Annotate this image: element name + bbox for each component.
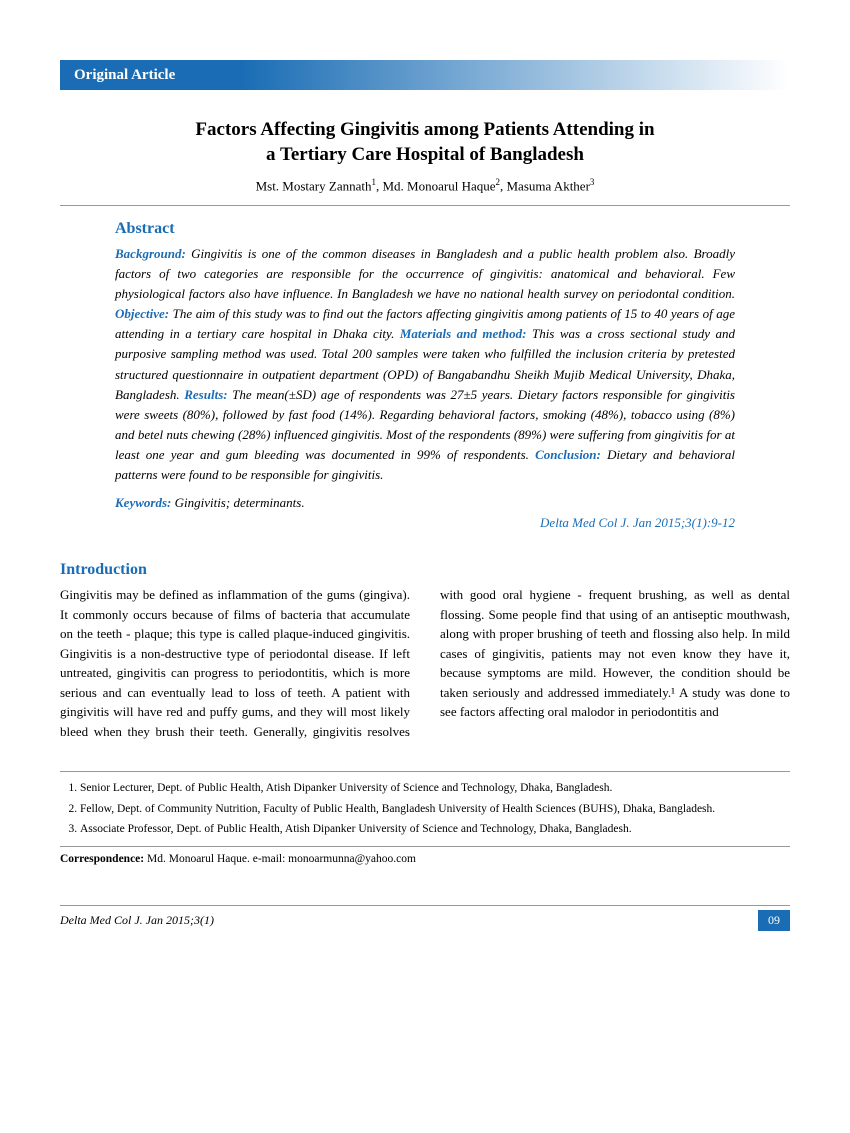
title-block: Factors Affecting Gingivitis among Patie…	[60, 118, 790, 206]
keywords-text: Gingivitis; determinants.	[171, 495, 304, 510]
title-line-2: a Tertiary Care Hospital of Bangladesh	[266, 144, 584, 165]
affiliation-item: Associate Professor, Dept. of Public Hea…	[80, 821, 790, 838]
correspondence-label: Correspondence:	[60, 853, 144, 865]
affiliation-item: Fellow, Dept. of Community Nutrition, Fa…	[80, 801, 790, 818]
introduction-heading: Introduction	[60, 561, 790, 579]
keywords-line: Keywords: Gingivitis; determinants.	[115, 495, 735, 511]
correspondence-line: Correspondence: Md. Monoarul Haque. e-ma…	[60, 846, 790, 865]
affiliations-list: Senior Lecturer, Dept. of Public Health,…	[60, 780, 790, 838]
abstract-heading: Abstract	[115, 220, 735, 238]
abstract-body: Background: Gingivitis is one of the com…	[115, 244, 735, 486]
introduction-body: Gingivitis may be defined as inflammatio…	[60, 585, 790, 741]
affiliation-item: Senior Lecturer, Dept. of Public Health,…	[80, 780, 790, 797]
background-text: Gingivitis is one of the common diseases…	[115, 246, 735, 301]
materials-label: Materials and method:	[400, 326, 527, 341]
page: Original Article Factors Affecting Gingi…	[0, 0, 850, 1133]
abstract-section: Abstract Background: Gingivitis is one o…	[115, 220, 735, 532]
article-title: Factors Affecting Gingivitis among Patie…	[60, 118, 790, 167]
footer-journal: Delta Med Col J. Jan 2015;3(1)	[60, 913, 214, 928]
citation: Delta Med Col J. Jan 2015;3(1):9-12	[115, 515, 735, 531]
title-line-1: Factors Affecting Gingivitis among Patie…	[195, 119, 654, 140]
background-label: Background:	[115, 246, 186, 261]
conclusion-label: Conclusion:	[535, 447, 601, 462]
article-type-bar: Original Article	[60, 60, 790, 90]
authors: Mst. Mostary Zannath1, Md. Monoarul Haqu…	[60, 177, 790, 194]
correspondence-text: Md. Monoarul Haque. e-mail: monoarmunna@…	[144, 853, 416, 865]
page-number: 09	[758, 910, 790, 931]
page-footer: Delta Med Col J. Jan 2015;3(1) 09	[60, 905, 790, 931]
objective-label: Objective:	[115, 306, 169, 321]
keywords-label: Keywords:	[115, 495, 171, 510]
article-type-label: Original Article	[74, 67, 175, 83]
results-label: Results:	[184, 387, 227, 402]
affiliations: Senior Lecturer, Dept. of Public Health,…	[60, 771, 790, 838]
introduction-section: Introduction Gingivitis may be defined a…	[60, 561, 790, 741]
